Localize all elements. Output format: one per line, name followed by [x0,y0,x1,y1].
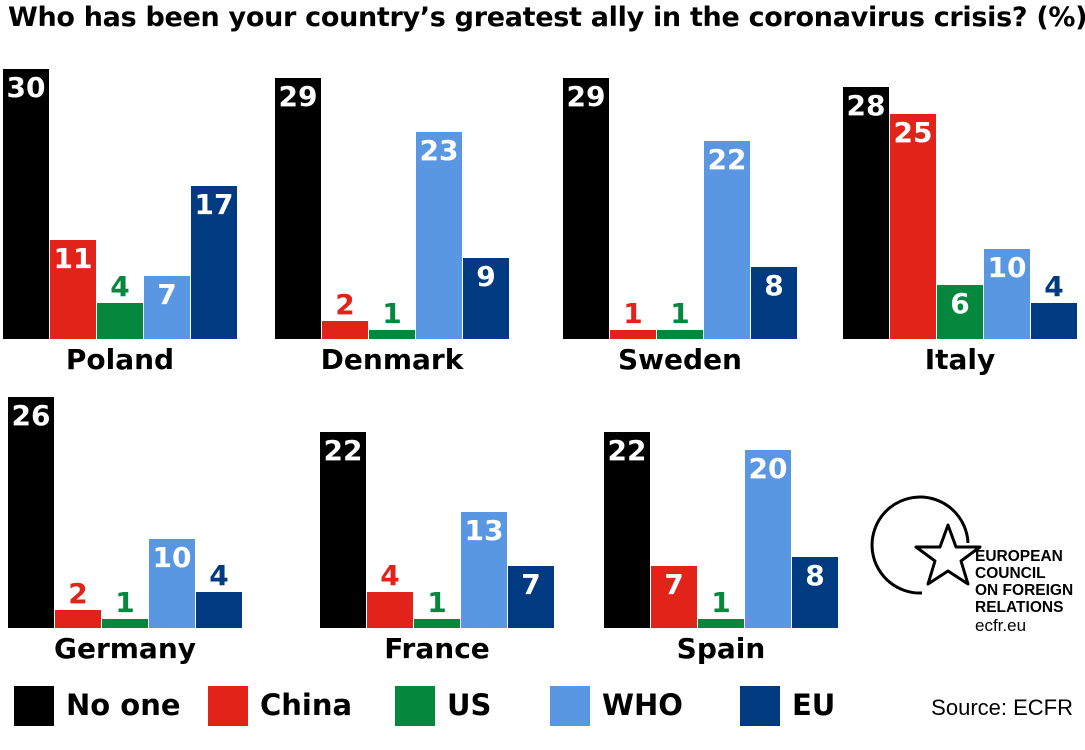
data-label: 4 [1044,270,1064,303]
data-label: 22 [707,143,747,176]
bar-france-china [367,592,413,628]
bar-italy-china [890,114,936,339]
legend-swatch [740,686,780,726]
ecfr-logo: EUROPEAN COUNCIL ON FOREIGN RELATIONS ec… [870,485,1080,635]
data-label: 4 [110,270,130,303]
data-label: 20 [748,452,788,485]
data-label: 26 [11,398,51,432]
country-label: Italy [924,343,996,376]
bar-italy-no-one [843,87,889,339]
data-label: 1 [427,586,447,620]
country-label: Poland [65,343,175,376]
data-label: 11 [53,242,93,275]
bar-sweden-china [610,330,656,339]
data-label: 29 [566,80,606,113]
bar-germany-no-one [8,396,54,628]
data-label: 17 [194,188,234,221]
bar-poland-us [97,303,143,339]
data-label: 10 [987,251,1027,284]
bar-poland-china [50,240,96,339]
bar-spain-eu [792,556,838,628]
data-label: 1 [711,586,731,620]
logo-text-line3: ON FOREIGN [975,582,1074,599]
bar-spain-us [698,619,744,628]
bar-sweden-us [657,330,703,339]
data-label: 6 [950,287,970,320]
bar-denmark-eu [463,258,509,339]
data-label: 8 [805,558,825,592]
data-label: 10 [152,541,192,574]
bar-germany-us [102,619,148,628]
data-label: 29 [278,80,318,113]
data-label: 1 [115,586,135,620]
country-label: France [384,632,490,665]
bar-sweden-no-one [563,78,609,339]
legend: No one China US WHO EU [0,684,1085,728]
logo-url: ecfr.eu [975,616,1027,635]
country-label: Denmark [320,343,464,376]
bar-spain-china [651,565,697,628]
data-label: 2 [335,288,355,321]
country-label: Spain [676,632,766,665]
data-label: 7 [521,567,541,601]
data-label: 9 [476,260,496,293]
data-label: 22 [323,434,363,468]
bar-poland-eu [191,186,237,339]
bar-france-eu [508,565,554,628]
bar-spain-no-one [604,432,650,628]
legend-label: China [260,688,353,722]
legend-swatch [208,686,248,726]
data-label: 2 [68,577,88,611]
bar-france-us [414,619,460,628]
data-label: 7 [157,278,177,311]
logo-text-line1: EUROPEAN [975,548,1063,565]
chart-title: Who has been your country’s greatest all… [8,2,1085,33]
data-label: 7 [664,567,684,601]
country-label: Germany [53,632,197,665]
data-label: 30 [6,71,46,104]
logo-mark-icon [870,495,982,595]
bar-denmark-no-one [275,78,321,339]
data-label: 4 [380,559,400,593]
bar-germany-china [55,610,101,628]
logo-text-line4: RELATIONS [975,599,1064,616]
bar-poland-no-one [3,69,49,339]
data-label: 1 [670,297,690,330]
bar-france-who [461,512,507,628]
bar-italy-us [937,285,983,339]
data-label: 28 [846,89,886,122]
legend-label: US [447,688,492,722]
source-note: Source: ECFR [931,695,1073,720]
data-label: 8 [764,269,784,302]
data-label: 25 [893,116,933,149]
bar-poland-who [144,276,190,339]
bar-denmark-china [322,321,368,339]
bar-sweden-who [704,141,750,339]
data-label: 4 [209,559,229,593]
bar-spain-who [745,450,791,628]
data-label: 13 [464,514,504,548]
legend-swatch [550,686,590,726]
legend-swatch [14,686,54,726]
bar-sweden-eu [751,267,797,339]
data-label: 23 [419,134,459,167]
bar-italy-eu [1031,303,1077,339]
bar-italy-who [984,249,1030,339]
legend-label: WHO [602,688,683,722]
bar-denmark-who [416,132,462,339]
bar-france-no-one [320,432,366,628]
data-label: 22 [607,434,647,468]
bar-germany-who [149,539,195,628]
legend-label: No one [66,688,181,722]
logo-text-line2: COUNCIL [975,565,1046,582]
legend-swatch [395,686,435,726]
bar-germany-eu [196,592,242,628]
country-label: Sweden [618,343,742,376]
legend-label: EU [792,688,836,722]
data-label: 1 [623,297,643,330]
data-label: 1 [382,297,402,330]
bar-denmark-us [369,330,415,339]
